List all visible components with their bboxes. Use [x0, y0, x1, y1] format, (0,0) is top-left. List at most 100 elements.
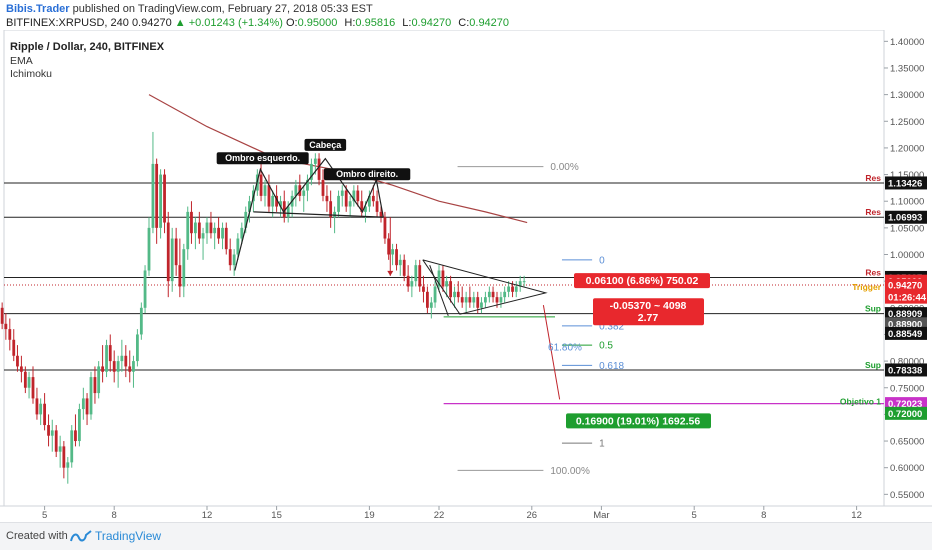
- candle-body: [263, 185, 267, 196]
- target-badge-text: 0.16900 (19.01%) 1692.56: [576, 415, 701, 427]
- candle-body: [27, 377, 31, 388]
- neckline: [253, 211, 384, 218]
- candle-body: [422, 286, 425, 292]
- price-label: 0.78338: [888, 365, 922, 376]
- candle-body: [468, 297, 472, 303]
- ohlc-line: BITFINEX:XRPUSD, 240 0.94270 ▲ +0.01243 …: [6, 17, 513, 29]
- side-label: Res: [865, 207, 881, 217]
- candle-body: [279, 201, 282, 207]
- price-chart[interactable]: 1.40000 1.35000 1.30000 1.25000 1.20000 1.150…: [0, 30, 932, 522]
- candle-body: [54, 430, 58, 452]
- candle-body: [410, 281, 414, 287]
- y-tick-label: 1.35000: [890, 63, 924, 74]
- price-label: 1.13426: [888, 178, 922, 189]
- y-tick-label: 1.15000: [890, 170, 924, 181]
- candle-body: [124, 355, 128, 367]
- candle-body: [491, 291, 495, 298]
- price-label: 0.94270: [888, 281, 922, 292]
- candle-body: [163, 174, 166, 223]
- x-tick-label: 8: [112, 510, 117, 521]
- candle-body: [360, 201, 364, 212]
- y-tick-label: 1.40000: [890, 37, 924, 48]
- candle-body: [480, 302, 483, 308]
- candle-body: [441, 270, 445, 287]
- x-tick-label: 5: [42, 510, 47, 521]
- tradingview-brand[interactable]: TradingView: [95, 529, 162, 543]
- candle-body: [197, 222, 201, 239]
- close-value: 0.94270: [469, 17, 510, 29]
- candle-body: [217, 227, 220, 239]
- x-tick-label: 22: [434, 510, 445, 521]
- author-link[interactable]: Bibis.Trader: [6, 3, 70, 15]
- candle-body: [406, 275, 410, 287]
- plot-area: [3, 30, 885, 507]
- candle-body: [398, 259, 402, 266]
- side-label: Trigger: [852, 282, 882, 292]
- candle-body: [12, 339, 16, 356]
- price-label-bg: [885, 290, 927, 304]
- candle-body: [190, 211, 193, 234]
- triangle-pattern: [422, 259, 548, 315]
- y-tick-label: 1.25000: [890, 117, 924, 128]
- candle-body: [112, 361, 116, 372]
- y-tick-label: 1.00000: [890, 250, 924, 261]
- candle-body: [313, 158, 317, 164]
- candle-body: [460, 297, 464, 303]
- candle-body: [205, 222, 209, 234]
- candle-body: [89, 377, 93, 415]
- candle-body: [340, 190, 344, 196]
- candle-body: [391, 249, 394, 255]
- candle-body: [476, 297, 480, 308]
- candle-body: [143, 270, 147, 308]
- pattern-label: Ombro esquerdo.: [225, 153, 300, 163]
- y-tick-label: 0.80000: [890, 357, 924, 368]
- candle-body: [325, 195, 329, 202]
- fib-level-label: 1: [599, 439, 605, 450]
- candle-body: [20, 366, 23, 372]
- candle-body: [449, 281, 452, 298]
- candle-body: [499, 297, 503, 303]
- side-label: Objetivo 1: [840, 396, 881, 406]
- candle-body: [213, 227, 217, 234]
- candle-body: [101, 366, 104, 372]
- fib-percent-label: 100.00%: [550, 466, 590, 477]
- candle-body: [472, 297, 476, 303]
- candle-body: [395, 249, 398, 266]
- candle-body: [186, 211, 190, 250]
- candle-body: [81, 398, 85, 410]
- symbol: BITFINEX:XRPUSD, 240: [6, 17, 129, 29]
- close-label: C:: [458, 17, 470, 29]
- target-arrow: [542, 305, 561, 400]
- candle-body: [464, 297, 468, 303]
- candle-body: [426, 291, 429, 308]
- candle-body: [402, 259, 406, 276]
- pattern-label: Cabeça: [309, 140, 342, 150]
- candle-body: [174, 238, 178, 266]
- candle-body: [495, 297, 499, 303]
- range-badge-text: -0.05370 ~ 4098: [610, 300, 687, 312]
- candle-body: [78, 409, 81, 442]
- candle-body: [74, 430, 77, 442]
- publish-line: Bibis.Trader published on TradingView.co…: [6, 3, 373, 15]
- candle-body: [294, 185, 298, 196]
- price-label-bg: [885, 363, 927, 377]
- price-label-bg: [885, 406, 927, 420]
- x-tick-label: 8: [761, 510, 766, 521]
- tradingview-logo-icon: [70, 530, 92, 542]
- candle-body: [139, 307, 143, 335]
- candle-body: [178, 265, 182, 287]
- candle-body: [108, 345, 112, 362]
- candle-body: [120, 355, 124, 362]
- candle-body: [4, 323, 8, 330]
- candle-body: [159, 174, 162, 228]
- price-label: 01:26:44: [888, 293, 927, 304]
- candle-body: [128, 366, 132, 372]
- candle-body: [348, 201, 352, 207]
- price-label: 0.88909: [888, 309, 922, 320]
- y-tick-label: 1.30000: [890, 90, 924, 101]
- candle-body: [66, 462, 70, 468]
- candle-body: [286, 206, 290, 218]
- candle-body: [62, 446, 66, 468]
- candle-body: [356, 190, 360, 202]
- candle-body: [58, 446, 62, 452]
